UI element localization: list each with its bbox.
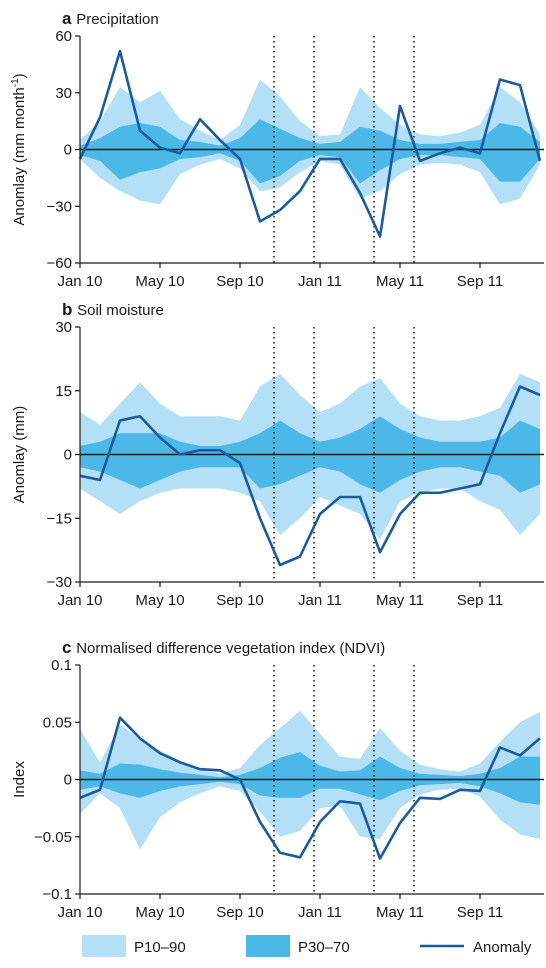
panel-title-text: Normalised difference vegetation index (… bbox=[76, 640, 385, 657]
panel-title: b Soil moisture bbox=[62, 300, 164, 319]
y-axis-label: Anomlay (mm) bbox=[11, 406, 28, 504]
panel-letter: b bbox=[62, 300, 77, 319]
panel-c: −0.1 −0.05 0 0.05 0.1 Jan 10 May 10 Sep 10 Jan 1… bbox=[11, 638, 544, 921]
y-tick-label: −60 bbox=[47, 255, 72, 272]
panel-a: −60 −30 0 30 60 Jan 10 May 10 Sep 10 Jan 11 May 1… bbox=[10, 9, 544, 290]
y-axis-label: Anomlay (mm month-1) bbox=[10, 73, 28, 225]
band-p30-70 bbox=[80, 752, 540, 805]
panel-title: c Normalised difference vegetation index… bbox=[62, 638, 385, 657]
y-tick-label: 0.05 bbox=[43, 714, 72, 731]
band-p30-70 bbox=[80, 119, 540, 184]
anomaly-line bbox=[79, 385, 541, 567]
y-tick-label: −30 bbox=[47, 198, 72, 215]
x-tick-label: Sep 11 bbox=[457, 273, 503, 290]
legend-label-anomaly: Anomaly bbox=[473, 939, 532, 956]
panel-b: −30 −15 0 15 30 Jan 10 May 10 Sep 10 Jan 11 May 1… bbox=[11, 300, 544, 609]
x-tick-label: May 11 bbox=[376, 904, 424, 921]
x-tick-label: Sep 11 bbox=[457, 592, 503, 609]
x-tick-label: Sep 10 bbox=[216, 592, 264, 609]
legend-label-p30-70: P30–70 bbox=[298, 939, 350, 956]
x-tick-label: May 11 bbox=[376, 273, 424, 290]
x-tick-label: May 10 bbox=[135, 592, 184, 609]
x-tick-label: Sep 10 bbox=[216, 904, 264, 921]
panel-title-text: Soil moisture bbox=[77, 302, 164, 319]
anomaly-line bbox=[78, 49, 542, 238]
y-tick-label: 30 bbox=[55, 319, 72, 336]
x-tick-label: Sep 11 bbox=[457, 904, 503, 921]
legend-swatch-p10-90 bbox=[82, 935, 126, 957]
legend-label-p10-90: P10–90 bbox=[134, 939, 186, 956]
y-tick-label: −15 bbox=[47, 510, 72, 527]
x-tick-label: May 10 bbox=[135, 273, 184, 290]
x-tick-label: Jan 10 bbox=[57, 592, 102, 609]
y-tick-label: 0 bbox=[64, 447, 72, 464]
legend-swatch-p30-70 bbox=[246, 935, 290, 957]
panel-title: a Precipitation bbox=[62, 9, 159, 28]
y-tick-label: 0.1 bbox=[51, 657, 72, 674]
y-tick-label: −30 bbox=[47, 574, 72, 591]
y-tick-label: 15 bbox=[55, 383, 72, 400]
x-tick-label: May 10 bbox=[135, 904, 184, 921]
panel-title-text: Precipitation bbox=[76, 11, 159, 28]
x-tick-label: Jan 11 bbox=[298, 904, 342, 921]
y-axis-label: Index bbox=[11, 761, 28, 798]
y-tick-label: 30 bbox=[55, 85, 72, 102]
y-tick-label: 60 bbox=[55, 28, 72, 45]
y-tick-label: −0.05 bbox=[34, 829, 72, 846]
y-tick-label: 0 bbox=[64, 142, 72, 159]
y-tick-label: −0.1 bbox=[42, 886, 72, 903]
anomaly-line bbox=[79, 716, 541, 860]
x-tick-label: Jan 10 bbox=[57, 273, 102, 290]
y-tick-label: 0 bbox=[64, 772, 72, 789]
x-tick-label: May 11 bbox=[376, 592, 424, 609]
x-tick-label: Sep 10 bbox=[216, 273, 264, 290]
x-tick-label: Jan 10 bbox=[57, 904, 102, 921]
panel-letter: a bbox=[62, 9, 76, 28]
x-tick-label: Jan 11 bbox=[298, 273, 342, 290]
x-tick-label: Jan 11 bbox=[298, 592, 342, 609]
panel-letter: c bbox=[62, 638, 76, 657]
legend: P10–90 P30–70 Anomaly bbox=[82, 935, 532, 957]
